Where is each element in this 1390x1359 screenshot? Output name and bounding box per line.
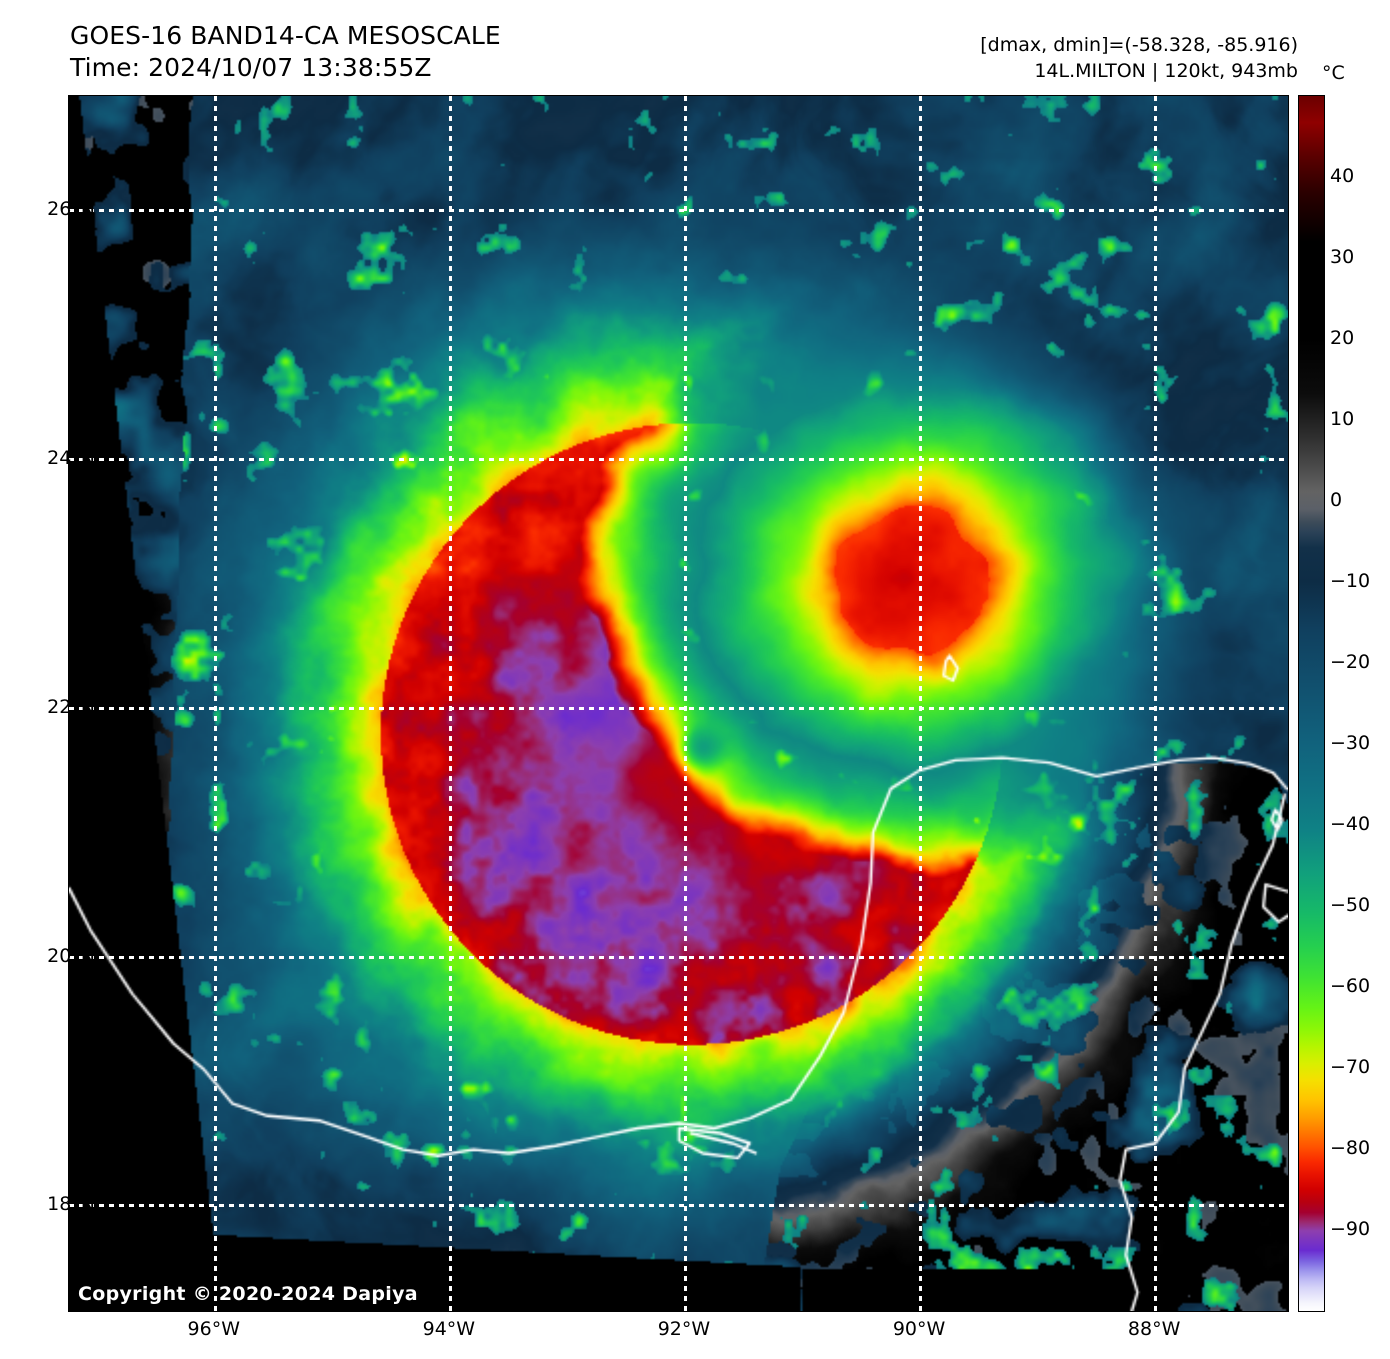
ir-brightness-temperature-raster xyxy=(69,96,1288,1311)
lat-tick-label: 22°N xyxy=(47,695,95,718)
colorbar-tick-label: −30 xyxy=(1330,732,1371,754)
temperature-colorbar[interactable] xyxy=(1298,95,1325,1312)
lon-tick-label: 94°W xyxy=(422,1318,476,1340)
colorbar-tick-label: −50 xyxy=(1330,894,1371,916)
storm-info-label: 14L.MILTON | 120kt, 943mb xyxy=(1034,60,1298,82)
satellite-image-plot[interactable] xyxy=(68,95,1289,1312)
colorbar-unit-label: °C xyxy=(1322,62,1345,84)
lon-tick-label: 92°W xyxy=(657,1318,711,1340)
colorbar-tick-label: 10 xyxy=(1330,408,1355,430)
colorbar-tick-label: −60 xyxy=(1330,975,1371,997)
satellite-imagery-canvas xyxy=(69,96,1288,1311)
lon-tick-label: 90°W xyxy=(892,1318,946,1340)
timestamp-label: Time: 2024/10/07 13:38:55Z xyxy=(70,53,432,82)
colorbar-tick-label: 30 xyxy=(1330,246,1355,268)
colorbar-tick-label: −90 xyxy=(1330,1218,1371,1240)
colorbar-tick-label: −10 xyxy=(1330,570,1371,592)
lat-tick-label: 26°N xyxy=(47,198,95,221)
colorbar-tick-label: 20 xyxy=(1330,327,1355,349)
lat-tick-label: 18°N xyxy=(47,1193,95,1216)
lat-tick-label: 20°N xyxy=(47,944,95,967)
colorbar-tick-label: −80 xyxy=(1330,1137,1371,1159)
lon-tick-label: 96°W xyxy=(187,1318,240,1340)
colorbar-tick-label: 40 xyxy=(1330,165,1355,187)
colorbar-tick-label: −20 xyxy=(1330,651,1371,673)
copyright-notice: Copyright © 2020-2024 Dapiya xyxy=(78,1283,418,1305)
lat-tick-label: 24°N xyxy=(47,447,95,470)
colorbar-tick-label: −70 xyxy=(1330,1056,1371,1078)
title-block: GOES-16 BAND14-CA MESOSCALE Time: 2024/1… xyxy=(70,20,501,84)
data-range-label: [dmax, dmin]=(-58.328, -85.916) xyxy=(980,34,1298,56)
colorbar-tick-label: −40 xyxy=(1330,813,1371,835)
colorbar-tick-label: 0 xyxy=(1330,489,1343,511)
metadata-block: [dmax, dmin]=(-58.328, -85.916) 14L.MILT… xyxy=(980,32,1298,84)
page-title: GOES-16 BAND14-CA MESOSCALE xyxy=(70,21,501,50)
lon-tick-label: 88°W xyxy=(1127,1318,1181,1340)
